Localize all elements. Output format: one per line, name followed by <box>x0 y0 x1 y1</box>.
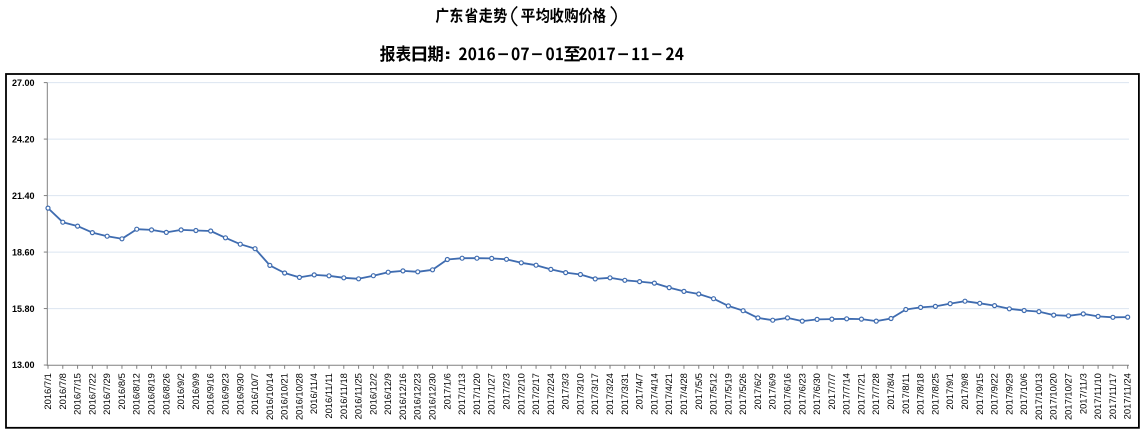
svg-text:2016/8/5: 2016/8/5 <box>116 373 127 410</box>
svg-text:2017/9/15: 2017/9/15 <box>974 373 985 415</box>
svg-text:2016/8/19: 2016/8/19 <box>146 373 157 415</box>
svg-text:18.60: 18.60 <box>12 247 35 257</box>
svg-text:2017/2/17: 2017/2/17 <box>530 373 541 415</box>
svg-text:2017/11/17: 2017/11/17 <box>1107 373 1118 419</box>
svg-text:2017/11/24: 2017/11/24 <box>1122 373 1133 419</box>
svg-text:2016/10/7: 2016/10/7 <box>249 373 260 415</box>
svg-text:2016/12/16: 2016/12/16 <box>397 373 408 420</box>
svg-text:2016/7/22: 2016/7/22 <box>86 373 97 415</box>
svg-text:21.40: 21.40 <box>12 191 35 201</box>
svg-text:2016/9/30: 2016/9/30 <box>234 373 245 415</box>
svg-text:2017/9/1: 2017/9/1 <box>944 373 955 410</box>
svg-text:2016/10/14: 2016/10/14 <box>264 373 275 420</box>
svg-text:2017/11/3: 2017/11/3 <box>1077 373 1088 414</box>
svg-text:2016/9/23: 2016/9/23 <box>219 373 230 415</box>
svg-text:2016/7/8: 2016/7/8 <box>57 373 68 410</box>
svg-text:2016/12/30: 2016/12/30 <box>427 373 438 420</box>
svg-text:2017/7/28: 2017/7/28 <box>870 373 881 415</box>
svg-text:2017/6/9: 2017/6/9 <box>767 373 778 410</box>
svg-text:24.20: 24.20 <box>12 134 35 144</box>
svg-text:2016/9/9: 2016/9/9 <box>190 373 201 410</box>
svg-text:2016/9/16: 2016/9/16 <box>205 373 216 415</box>
svg-text:2017/8/11: 2017/8/11 <box>900 373 911 414</box>
svg-text:2016/7/29: 2016/7/29 <box>101 373 112 415</box>
svg-text:2017/8/25: 2017/8/25 <box>929 373 940 415</box>
svg-text:2017/7/14: 2017/7/14 <box>841 373 852 415</box>
svg-text:2017/4/14: 2017/4/14 <box>648 373 659 415</box>
svg-text:2016/12/23: 2016/12/23 <box>412 373 423 420</box>
svg-text:2017/10/6: 2017/10/6 <box>1018 373 1029 415</box>
svg-text:2016/7/1: 2016/7/1 <box>42 373 53 410</box>
svg-text:2016/8/26: 2016/8/26 <box>160 373 171 415</box>
svg-text:2017/5/26: 2017/5/26 <box>737 373 748 415</box>
svg-text:2017/4/28: 2017/4/28 <box>678 373 689 415</box>
svg-text:2017/9/29: 2017/9/29 <box>1003 373 1014 415</box>
svg-text:2016/11/25: 2016/11/25 <box>353 373 364 419</box>
svg-text:2017/11/10: 2017/11/10 <box>1092 373 1103 419</box>
svg-text:2017/4/21: 2017/4/21 <box>663 373 674 415</box>
svg-text:2017/10/27: 2017/10/27 <box>1063 373 1074 420</box>
svg-text:2017/6/16: 2017/6/16 <box>782 373 793 415</box>
svg-text:2017/3/24: 2017/3/24 <box>604 373 615 415</box>
svg-text:2016/8/12: 2016/8/12 <box>131 373 142 415</box>
svg-text:2016/10/21: 2016/10/21 <box>279 373 290 420</box>
svg-text:2017/6/2: 2017/6/2 <box>752 373 763 410</box>
svg-text:2016/10/28: 2016/10/28 <box>293 373 304 420</box>
svg-text:2016/11/18: 2016/11/18 <box>338 373 349 419</box>
svg-text:2017/10/13: 2017/10/13 <box>1033 373 1044 420</box>
svg-text:2017/4/7: 2017/4/7 <box>634 373 645 410</box>
svg-text:2017/2/3: 2017/2/3 <box>500 373 511 410</box>
svg-text:15.80: 15.80 <box>12 304 35 314</box>
svg-text:2017/1/13: 2017/1/13 <box>456 373 467 415</box>
svg-text:2017/6/30: 2017/6/30 <box>811 373 822 415</box>
svg-text:2017/5/12: 2017/5/12 <box>708 373 719 415</box>
svg-text:2017/3/31: 2017/3/31 <box>619 373 630 415</box>
svg-text:2017/10/20: 2017/10/20 <box>1048 373 1059 420</box>
svg-text:2017/8/18: 2017/8/18 <box>915 373 926 415</box>
svg-text:2017/3/17: 2017/3/17 <box>589 373 600 415</box>
svg-text:2017/1/20: 2017/1/20 <box>471 373 482 415</box>
svg-text:2017/7/21: 2017/7/21 <box>855 373 866 415</box>
svg-text:2017/9/8: 2017/9/8 <box>959 373 970 410</box>
svg-text:2017/3/10: 2017/3/10 <box>574 373 585 415</box>
svg-text:2017/7/7: 2017/7/7 <box>826 373 837 410</box>
svg-text:13.00: 13.00 <box>12 360 35 370</box>
svg-text:2017/5/5: 2017/5/5 <box>693 373 704 410</box>
svg-text:2017/8/4: 2017/8/4 <box>885 373 896 410</box>
svg-text:2017/2/24: 2017/2/24 <box>545 373 556 415</box>
svg-text:2017/5/19: 2017/5/19 <box>722 373 733 415</box>
svg-text:2016/11/11: 2016/11/11 <box>323 373 334 419</box>
svg-text:2016/7/15: 2016/7/15 <box>72 373 83 415</box>
svg-text:2016/12/2: 2016/12/2 <box>367 373 378 415</box>
svg-text:2017/1/27: 2017/1/27 <box>486 373 497 415</box>
svg-text:2017/2/10: 2017/2/10 <box>515 373 526 415</box>
svg-text:2016/9/2: 2016/9/2 <box>175 373 186 410</box>
svg-text:2017/1/6: 2017/1/6 <box>441 373 452 410</box>
svg-text:2017/6/23: 2017/6/23 <box>796 373 807 415</box>
svg-text:2016/12/9: 2016/12/9 <box>382 373 393 415</box>
svg-text:2017/3/3: 2017/3/3 <box>560 373 571 410</box>
svg-text:27.00: 27.00 <box>12 78 35 88</box>
svg-text:2017/9/22: 2017/9/22 <box>989 373 1000 415</box>
svg-text:2016/11/4: 2016/11/4 <box>308 373 319 414</box>
